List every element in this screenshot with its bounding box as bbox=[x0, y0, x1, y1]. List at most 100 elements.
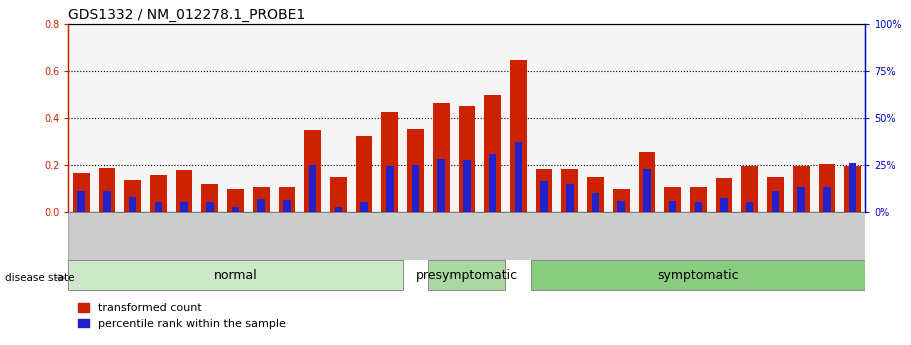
Bar bbox=[643, 169, 650, 212]
Bar bbox=[664, 187, 681, 212]
Text: GSM30694: GSM30694 bbox=[466, 213, 476, 260]
Bar bbox=[309, 165, 316, 212]
Bar bbox=[510, 60, 527, 212]
Text: GSM30710: GSM30710 bbox=[390, 213, 399, 260]
Bar bbox=[201, 184, 218, 212]
Bar bbox=[793, 166, 810, 212]
Text: GSM30701: GSM30701 bbox=[159, 213, 168, 260]
Text: GSM30685: GSM30685 bbox=[672, 213, 681, 260]
Text: GSM30700: GSM30700 bbox=[133, 213, 141, 260]
Bar bbox=[694, 202, 702, 212]
Bar bbox=[73, 174, 89, 212]
Bar bbox=[561, 169, 578, 212]
Text: GSM30698: GSM30698 bbox=[81, 213, 90, 260]
Text: GSM30683: GSM30683 bbox=[621, 213, 630, 260]
Bar bbox=[463, 160, 471, 212]
Bar bbox=[531, 260, 865, 290]
Bar bbox=[386, 166, 394, 212]
Bar bbox=[797, 187, 805, 212]
Bar bbox=[844, 166, 861, 212]
Bar bbox=[458, 106, 476, 212]
Bar bbox=[176, 170, 192, 212]
Bar bbox=[253, 187, 270, 212]
Bar bbox=[360, 202, 368, 212]
Text: GSM30699: GSM30699 bbox=[107, 213, 116, 260]
Bar bbox=[407, 129, 424, 212]
Bar bbox=[536, 169, 552, 212]
Text: GSM30692: GSM30692 bbox=[853, 213, 862, 260]
Text: GSM30693: GSM30693 bbox=[441, 213, 450, 260]
Bar bbox=[382, 111, 398, 212]
Text: GSM30697: GSM30697 bbox=[544, 213, 553, 260]
Text: GSM30684: GSM30684 bbox=[647, 213, 656, 260]
Bar bbox=[592, 193, 599, 212]
Bar bbox=[746, 202, 753, 212]
Bar bbox=[150, 175, 167, 212]
Text: GSM30703: GSM30703 bbox=[210, 213, 219, 260]
Text: GSM30686: GSM30686 bbox=[699, 213, 707, 260]
Bar bbox=[279, 187, 295, 212]
Bar bbox=[772, 191, 779, 212]
Bar bbox=[767, 177, 783, 212]
Bar bbox=[124, 180, 141, 212]
Bar bbox=[639, 152, 655, 212]
Text: GSM30695: GSM30695 bbox=[493, 213, 502, 260]
Bar bbox=[489, 154, 496, 212]
Bar bbox=[334, 207, 342, 212]
Text: GSM30702: GSM30702 bbox=[184, 213, 193, 260]
Bar bbox=[355, 136, 373, 212]
Bar bbox=[540, 181, 548, 212]
Text: GSM30687: GSM30687 bbox=[724, 213, 733, 260]
Text: GSM30689: GSM30689 bbox=[775, 213, 784, 260]
Bar bbox=[824, 187, 831, 212]
Text: disease state: disease state bbox=[5, 273, 74, 283]
Text: GSM30704: GSM30704 bbox=[235, 213, 244, 260]
Bar bbox=[433, 103, 449, 212]
Bar bbox=[227, 189, 244, 212]
Text: GSM30705: GSM30705 bbox=[261, 213, 271, 260]
Bar bbox=[742, 166, 758, 212]
Bar bbox=[818, 164, 835, 212]
Bar bbox=[180, 202, 188, 212]
Bar bbox=[618, 201, 625, 212]
Text: GSM30709: GSM30709 bbox=[364, 213, 373, 260]
Bar bbox=[258, 199, 265, 212]
Bar bbox=[330, 177, 347, 212]
Text: presymptomatic: presymptomatic bbox=[415, 269, 518, 282]
Text: GSM30690: GSM30690 bbox=[801, 213, 810, 260]
Text: GSM30696: GSM30696 bbox=[518, 213, 527, 260]
Bar bbox=[231, 207, 240, 212]
Bar bbox=[428, 260, 506, 290]
Bar bbox=[515, 142, 522, 212]
Bar bbox=[690, 187, 707, 212]
Text: GSM30706: GSM30706 bbox=[287, 213, 296, 260]
Text: GSM30707: GSM30707 bbox=[312, 213, 322, 260]
Bar bbox=[283, 200, 291, 212]
Bar bbox=[68, 260, 403, 290]
Bar bbox=[304, 130, 321, 212]
Text: symptomatic: symptomatic bbox=[658, 269, 739, 282]
Legend: transformed count, percentile rank within the sample: transformed count, percentile rank withi… bbox=[74, 299, 291, 334]
Bar bbox=[613, 189, 630, 212]
Bar bbox=[721, 198, 728, 212]
Bar bbox=[716, 178, 732, 212]
Text: GSM30682: GSM30682 bbox=[596, 213, 605, 260]
Bar bbox=[437, 159, 445, 212]
Bar bbox=[412, 165, 419, 212]
Text: normal: normal bbox=[213, 269, 257, 282]
Text: GSM30711: GSM30711 bbox=[415, 213, 425, 260]
Bar bbox=[98, 168, 116, 212]
Bar bbox=[103, 191, 110, 212]
Text: GSM30681: GSM30681 bbox=[569, 213, 578, 260]
Bar bbox=[77, 191, 85, 212]
Text: GDS1332 / NM_012278.1_PROBE1: GDS1332 / NM_012278.1_PROBE1 bbox=[68, 8, 305, 22]
Bar bbox=[206, 202, 213, 212]
Bar bbox=[566, 185, 574, 212]
Text: GSM30691: GSM30691 bbox=[827, 213, 836, 260]
Bar bbox=[669, 201, 676, 212]
Text: GSM30708: GSM30708 bbox=[338, 213, 347, 260]
Bar bbox=[155, 202, 162, 212]
Bar bbox=[485, 95, 501, 212]
Text: GSM30688: GSM30688 bbox=[750, 213, 759, 260]
Bar bbox=[587, 177, 604, 212]
